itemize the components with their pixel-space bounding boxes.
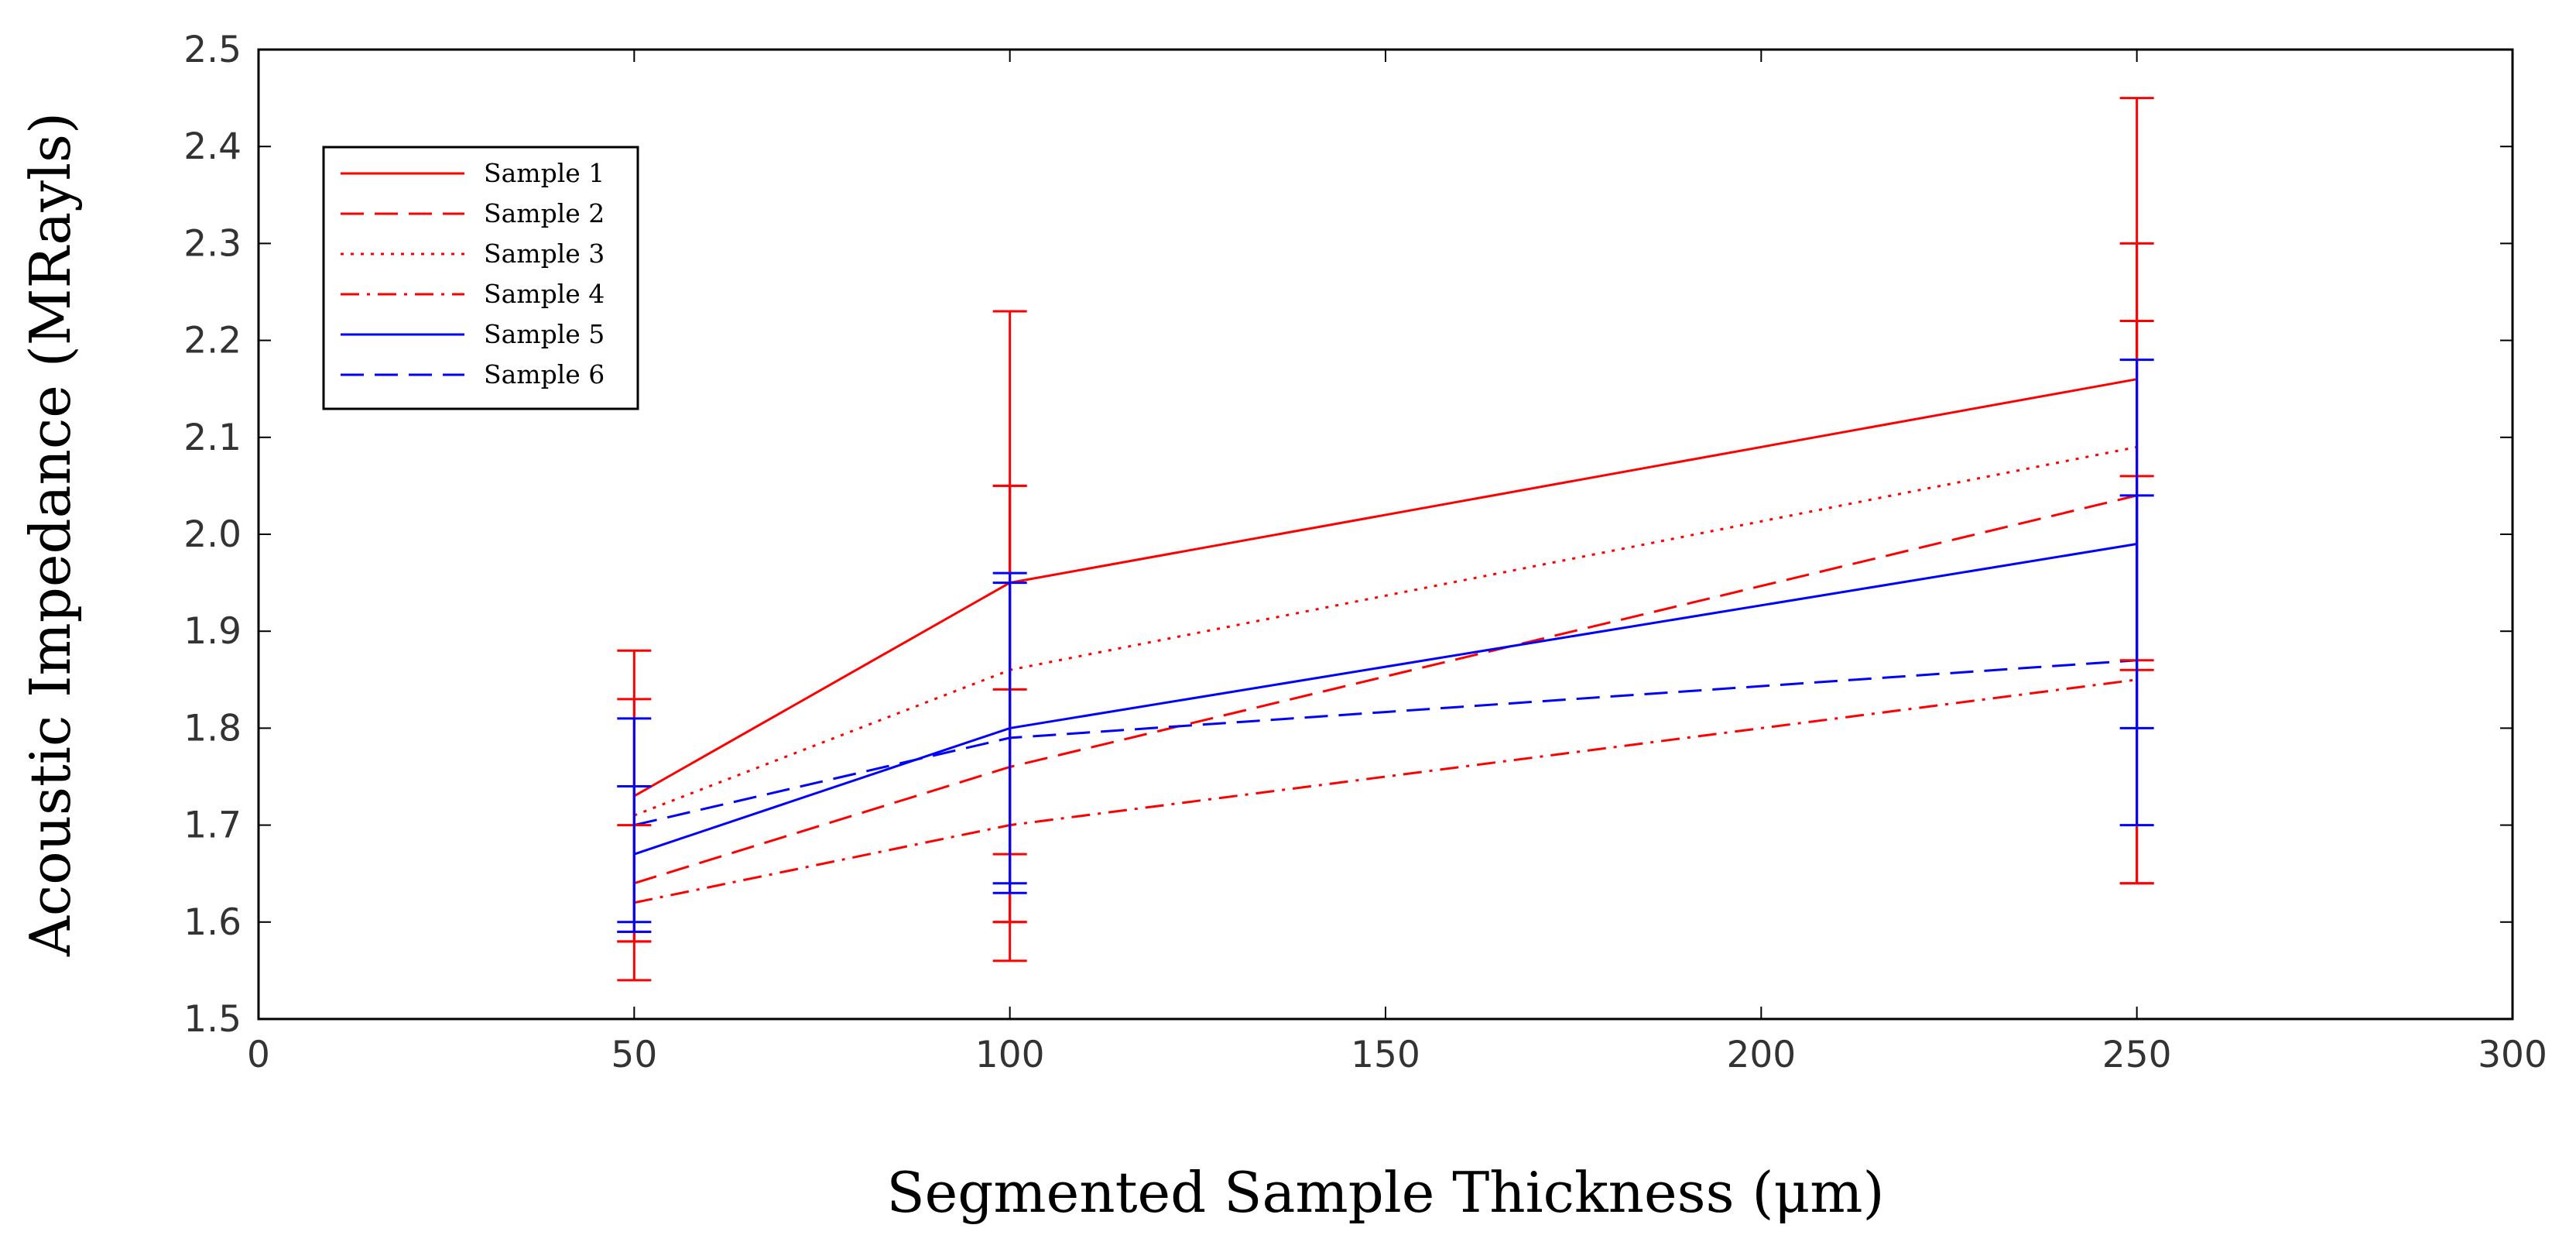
y-tick-label-2-2: 2.2 [183, 320, 242, 362]
x-tick-label-0: 0 [247, 1034, 270, 1076]
legend-label: Sample 2 [484, 198, 605, 228]
legend-label: Sample 1 [484, 158, 605, 188]
legend-label: Sample 4 [484, 279, 605, 309]
y-tick-label-1-5: 1.5 [183, 998, 242, 1041]
x-tick-label-50: 50 [611, 1034, 657, 1076]
error-bar-sample-6-x250 [2119, 494, 2154, 827]
y-tick-label-2-5: 2.5 [183, 29, 242, 71]
x-tick-label-200: 200 [1726, 1034, 1796, 1076]
legend-item-sample-1: Sample 1 [341, 158, 605, 188]
x-axis-ticks: 0 50 100 150 200 250 300 [247, 50, 2547, 1076]
y-tick-label-2-1: 2.1 [183, 417, 242, 459]
legend-label: Sample 3 [484, 238, 605, 269]
y-axis-ticks: 1.5 1.6 1.7 1.8 1.9 2.0 2.1 2.2 2.3 2.4 2.5 [183, 29, 2513, 1041]
x-tick-label-250: 250 [2102, 1034, 2172, 1076]
legend-label: Sample 5 [484, 319, 605, 349]
y-tick-label-1-6: 1.6 [183, 901, 242, 944]
x-tick-label-100: 100 [975, 1034, 1045, 1076]
y-tick-label-2-3: 2.3 [183, 222, 242, 265]
legend-item-sample-6: Sample 6 [341, 359, 605, 389]
y-axis-title: Acoustic Impedance (MRayls) [18, 112, 83, 957]
y-tick-label-1-7: 1.7 [183, 805, 242, 847]
error-bar-sample-6-x100 [992, 582, 1027, 885]
legend-item-sample-4: Sample 4 [341, 279, 605, 309]
legend: Sample 1 Sample 2 Sample 3 Sample 4 Sample 5… [322, 146, 639, 410]
legend-box [322, 146, 639, 410]
y-tick-label-2-4: 2.4 [183, 125, 242, 168]
legend-item-sample-5: Sample 5 [341, 319, 605, 349]
y-tick-label-1-8: 1.8 [183, 707, 242, 750]
x-tick-label-300: 300 [2478, 1034, 2547, 1076]
legend-label: Sample 6 [484, 359, 605, 389]
error-bar-sample-6-x50 [617, 785, 652, 924]
x-axis-title: Segmented Sample Thickness (μm) [886, 1160, 1884, 1225]
y-tick-label-1-9: 1.9 [183, 610, 242, 653]
legend-item-sample-3: Sample 3 [341, 238, 605, 269]
y-tick-label-2-0: 2.0 [183, 513, 242, 556]
error-bar-layer [617, 97, 2154, 982]
legend-item-sample-2: Sample 2 [341, 198, 605, 228]
x-tick-label-150: 150 [1351, 1034, 1420, 1076]
